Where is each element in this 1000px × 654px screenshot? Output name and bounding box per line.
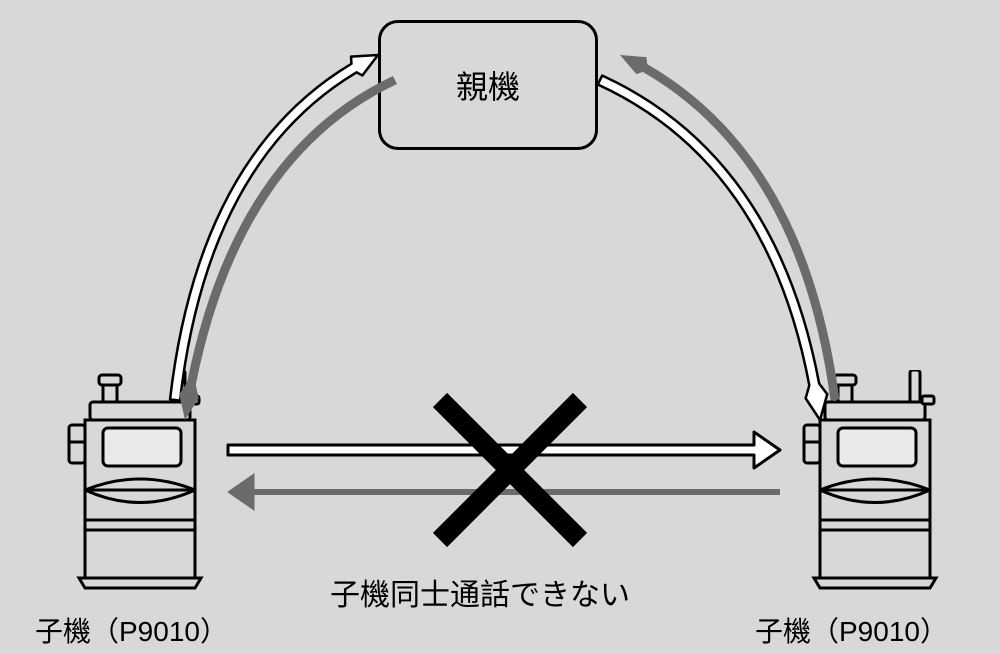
parent-unit-box: 親機 [378, 20, 598, 150]
caption-label: 子機同士通話できない [330, 570, 630, 614]
left-device-label: 子機（P9010） [35, 610, 228, 650]
parent-unit-label: 親機 [456, 62, 520, 108]
right-device-label: 子機（P9010） [755, 610, 948, 650]
handset-right [800, 370, 945, 595]
handset-left [65, 370, 210, 595]
